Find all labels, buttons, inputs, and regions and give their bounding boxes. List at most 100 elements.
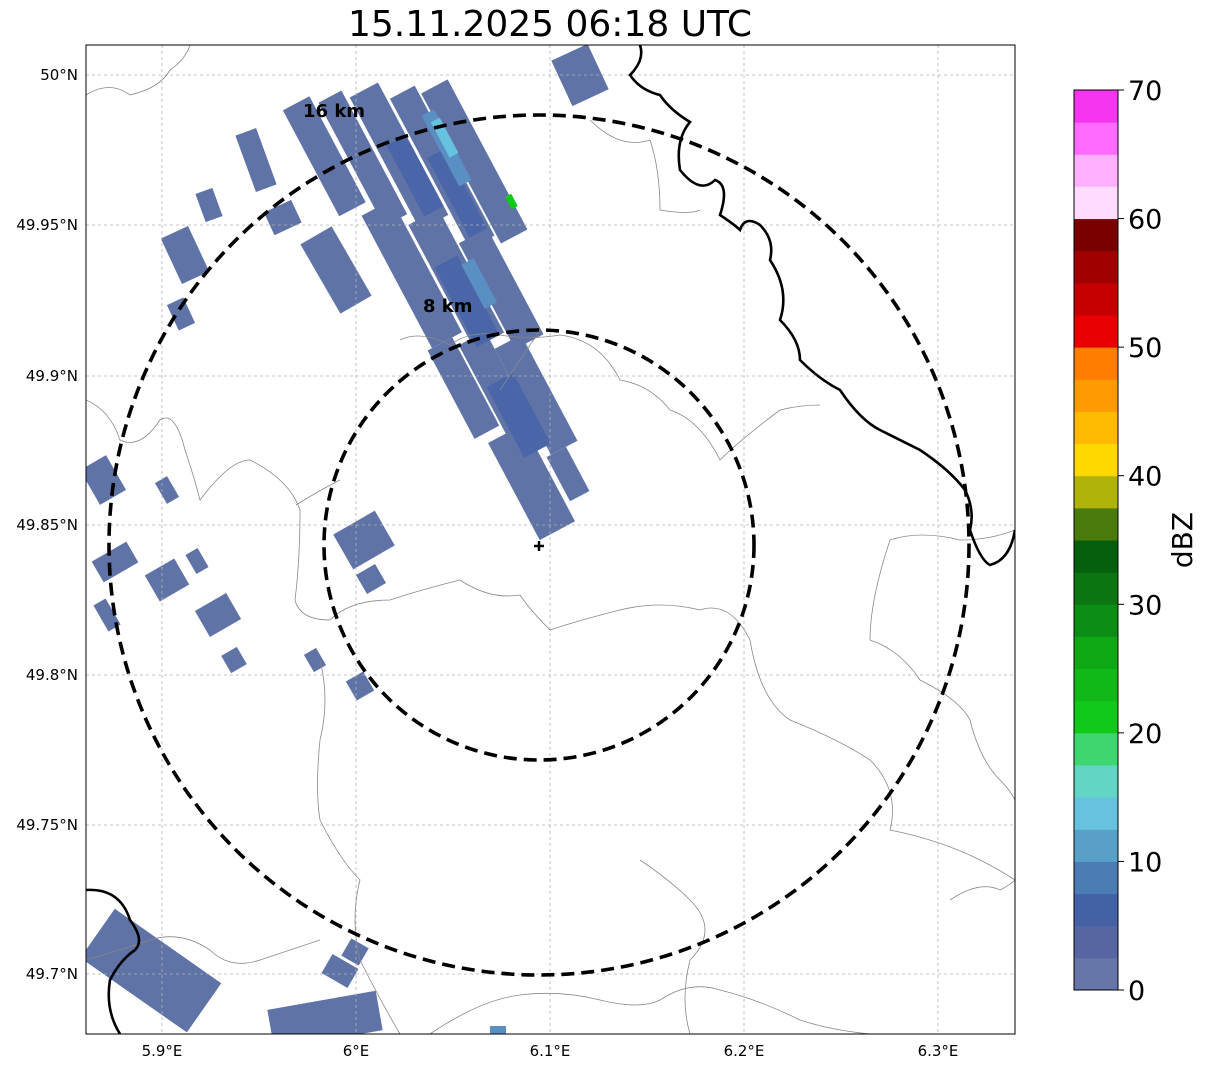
echo-cell <box>434 255 500 348</box>
echo-cell <box>267 990 383 1034</box>
echo-cell <box>160 226 210 284</box>
colorbar-tick-label: 0 <box>1128 976 1145 1007</box>
colorbar-swatch <box>1074 636 1118 670</box>
colorbar-swatch <box>1074 700 1118 734</box>
colorbar-swatch <box>1074 443 1118 477</box>
range-rings <box>107 113 971 977</box>
echo-cell <box>546 446 590 502</box>
echo-cell <box>461 258 498 309</box>
echo-cell <box>427 148 488 238</box>
colorbar-tick-label: 20 <box>1128 719 1162 750</box>
colorbar-swatch <box>1074 861 1118 895</box>
echo-cell <box>166 297 196 331</box>
echo-cell <box>194 593 242 637</box>
echo-cell <box>235 128 277 192</box>
y-tick-label: 49.9°N <box>26 367 78 385</box>
colorbar-swatch <box>1074 540 1118 573</box>
colorbar-swatch <box>1074 250 1118 284</box>
plot-area: 8 km 16 km <box>86 45 1015 1034</box>
echo-cell <box>282 96 366 217</box>
x-tick-label: 6.3°E <box>918 1042 959 1060</box>
echo-cell <box>361 199 463 349</box>
echo-cell <box>488 424 576 541</box>
colorbar-tick-label: 40 <box>1128 462 1162 493</box>
echo-cell <box>300 226 372 314</box>
colorbar-swatch <box>1074 154 1118 187</box>
colorbar-tick-label: 10 <box>1128 847 1162 878</box>
x-tick-label: 6°E <box>343 1042 370 1060</box>
echo-cell <box>427 337 500 439</box>
colorbar-swatch <box>1074 732 1118 766</box>
echo-cell <box>91 541 139 583</box>
radar-echoes <box>86 45 609 1034</box>
echo-cell <box>263 199 302 236</box>
colorbar-swatch <box>1074 315 1118 348</box>
y-tick-label: 49.7°N <box>26 965 78 983</box>
echo-cell <box>355 563 387 595</box>
colorbar-swatch <box>1074 186 1118 220</box>
echo-cell <box>93 598 121 632</box>
echo-cell <box>386 135 444 217</box>
echo-cell <box>458 228 544 350</box>
radar-site-marker <box>534 541 544 551</box>
colorbar-tick-label: 60 <box>1128 205 1162 236</box>
echo-cell <box>486 372 551 458</box>
echo-cell <box>144 558 190 602</box>
echo-cell <box>333 510 395 570</box>
colorbar-swatch <box>1074 604 1118 637</box>
echo-cell <box>185 547 209 575</box>
echo-cell <box>321 953 359 989</box>
y-tick-label: 50°N <box>40 66 78 84</box>
y-tick-label: 49.8°N <box>26 666 78 684</box>
echo-cell <box>490 1026 506 1034</box>
colorbar-swatch <box>1074 572 1118 605</box>
colorbar-swatch <box>1074 379 1118 412</box>
echo-cell <box>195 187 223 223</box>
echo-core <box>505 193 518 210</box>
colorbar-swatch <box>1074 829 1118 862</box>
echo-cell <box>494 334 578 455</box>
colorbar-swatch <box>1074 925 1118 959</box>
colorbar-tick-label: 30 <box>1128 590 1162 621</box>
x-tick-label: 6.1°E <box>530 1042 571 1060</box>
ring-label-16km: 16 km <box>303 101 365 122</box>
colorbar: 0 10 20 30 40 50 60 70 dBZ <box>1073 76 1199 1007</box>
ring-label-8km: 8 km <box>423 296 473 317</box>
range-ring-16km <box>107 113 971 977</box>
colorbar-swatch <box>1074 668 1118 702</box>
echo-cell <box>341 938 369 966</box>
x-tick-label: 6.2°E <box>724 1042 765 1060</box>
echo-cell <box>345 671 375 701</box>
map-title: 15.11.2025 06:18 UTC <box>347 4 753 45</box>
colorbar-swatch <box>1074 347 1118 380</box>
echo-cell <box>318 90 408 227</box>
colorbar-tick-label: 70 <box>1128 76 1162 107</box>
admin-boundaries <box>86 45 1015 1034</box>
colorbar-tick-label: 50 <box>1128 333 1162 364</box>
plot-frame <box>85 44 1016 1035</box>
x-axis-ticks: 5.9°E 6°E 6.1°E 6.2°E 6.3°E <box>142 1042 959 1060</box>
echo-cell <box>421 79 528 244</box>
colorbar-swatch <box>1074 90 1118 123</box>
colorbar-swatch <box>1074 957 1118 991</box>
echo-cell <box>154 476 180 504</box>
colorbar-swatch <box>1074 122 1118 155</box>
y-tick-label: 49.75°N <box>16 816 78 834</box>
echo-cell <box>86 455 126 505</box>
colorbar-swatch <box>1074 475 1118 509</box>
colorbar-swatch <box>1074 765 1118 798</box>
x-tick-label: 5.9°E <box>142 1042 183 1060</box>
colorbar-swatch <box>1074 411 1118 445</box>
echo-cell <box>221 646 247 674</box>
y-axis-ticks: 50°N 49.95°N 49.9°N 49.85°N 49.8°N 49.75… <box>16 66 78 983</box>
range-ring-8km <box>322 328 756 762</box>
colorbar-swatch <box>1074 893 1118 927</box>
colorbar-unit-label: dBZ <box>1166 512 1199 568</box>
echo-cell <box>303 647 327 673</box>
colorbar-swatch <box>1074 507 1118 541</box>
colorbar-swatch <box>1074 282 1118 316</box>
colorbar-swatch <box>1074 797 1118 830</box>
colorbar-swatch <box>1074 218 1118 252</box>
y-tick-label: 49.95°N <box>16 216 78 234</box>
